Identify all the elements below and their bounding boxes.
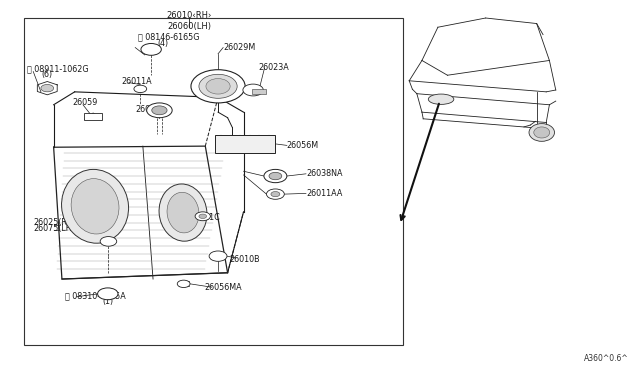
Text: 26025(RH): 26025(RH): [33, 218, 76, 227]
Text: 26059: 26059: [73, 98, 98, 107]
Text: 26011A: 26011A: [121, 77, 152, 86]
Circle shape: [134, 85, 147, 93]
Text: 26010‹RH›
26060(LH): 26010‹RH› 26060(LH): [166, 11, 212, 31]
Text: 26023A: 26023A: [258, 62, 289, 72]
Polygon shape: [84, 113, 102, 119]
Ellipse shape: [159, 184, 207, 241]
Ellipse shape: [529, 124, 554, 141]
Circle shape: [209, 251, 227, 261]
Ellipse shape: [206, 78, 230, 94]
Text: Ⓑ 08146-6165G: Ⓑ 08146-6165G: [138, 33, 200, 42]
Text: (6): (6): [41, 70, 52, 79]
Text: 26010B: 26010B: [230, 254, 260, 264]
Circle shape: [100, 237, 116, 246]
Text: 26056MA: 26056MA: [204, 283, 242, 292]
Text: 26038NA: 26038NA: [306, 169, 342, 177]
Ellipse shape: [534, 127, 550, 138]
Circle shape: [152, 106, 167, 115]
Ellipse shape: [167, 192, 199, 233]
Text: 26056M: 26056M: [287, 141, 319, 150]
Text: 26075(LH): 26075(LH): [33, 224, 75, 233]
Circle shape: [177, 280, 190, 288]
Bar: [252, 89, 266, 94]
Bar: [84, 113, 102, 119]
Circle shape: [141, 44, 161, 55]
Text: 26049: 26049: [135, 105, 161, 115]
Text: 26011C: 26011C: [189, 213, 220, 222]
Circle shape: [243, 84, 263, 96]
Bar: [215, 135, 275, 153]
Text: 26011AA: 26011AA: [306, 189, 342, 198]
Text: A360^0.6^: A360^0.6^: [584, 354, 629, 363]
Circle shape: [271, 192, 280, 197]
Text: Ⓝ 08911-1062G: Ⓝ 08911-1062G: [27, 64, 88, 73]
Circle shape: [41, 84, 54, 92]
Circle shape: [269, 172, 282, 180]
Text: (1): (1): [102, 297, 113, 306]
Text: (4): (4): [157, 39, 168, 48]
Ellipse shape: [71, 179, 119, 234]
Ellipse shape: [191, 70, 245, 103]
Circle shape: [98, 288, 118, 300]
Ellipse shape: [61, 169, 129, 243]
Circle shape: [195, 212, 211, 221]
Bar: [24, 18, 403, 345]
Circle shape: [147, 103, 172, 118]
Circle shape: [199, 214, 207, 218]
Ellipse shape: [428, 94, 454, 105]
Text: 26029M: 26029M: [223, 43, 255, 52]
Circle shape: [264, 169, 287, 183]
Text: Ⓢ 08310-4085A: Ⓢ 08310-4085A: [65, 291, 126, 300]
Ellipse shape: [199, 74, 237, 98]
Circle shape: [266, 189, 284, 199]
